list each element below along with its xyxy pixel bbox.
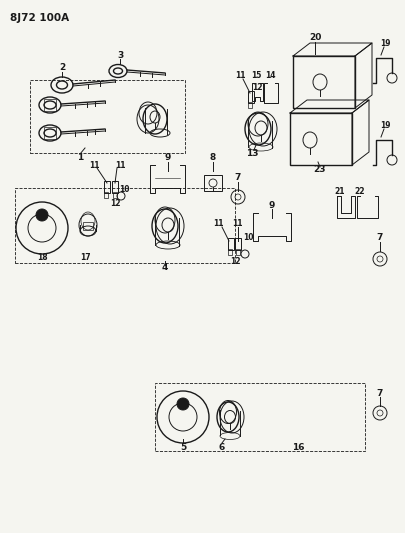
Text: 9: 9 [165,154,171,163]
Text: 7: 7 [377,389,383,398]
Bar [15,188,235,263]
Text: 12: 12 [252,84,262,93]
Text: 8J72 100A: 8J72 100A [10,13,69,23]
Bar [44,127,56,139]
Bar [104,192,108,198]
Text: 9: 9 [269,200,275,209]
Text: 5: 5 [180,442,186,451]
Bar [228,238,234,250]
Text: 16: 16 [292,442,304,451]
Bar [155,383,365,451]
Bar [228,249,232,255]
Bar [248,91,254,103]
Text: 11: 11 [89,160,99,169]
Text: 12: 12 [230,256,240,265]
Bar [30,80,185,153]
Bar [204,175,222,191]
Text: 10: 10 [243,232,253,241]
Text: 7: 7 [235,174,241,182]
Text: 1: 1 [77,154,83,163]
Text: 21: 21 [335,187,345,196]
Text: 11: 11 [235,70,245,79]
Text: 19: 19 [380,38,390,47]
Text: 13: 13 [246,149,258,157]
Text: 19: 19 [380,120,390,130]
Text: 20: 20 [309,34,321,43]
Text: 8: 8 [210,154,216,163]
Bar [113,192,117,198]
Circle shape [36,209,48,221]
Text: 17: 17 [80,254,90,262]
Text: 11: 11 [213,219,223,228]
Bar [248,102,252,108]
Text: 11: 11 [115,160,125,169]
Bar [44,99,56,111]
Bar [104,181,110,193]
Text: 10: 10 [119,184,129,193]
Text: 3: 3 [117,51,123,60]
Text: 11: 11 [232,219,242,228]
Text: 22: 22 [355,187,365,196]
Text: 12: 12 [110,198,120,207]
Text: 18: 18 [37,254,47,262]
Bar [83,222,93,230]
Text: 6: 6 [219,442,225,451]
Text: 7: 7 [377,233,383,243]
Bar [293,56,355,108]
Bar [112,181,118,193]
Bar [235,238,241,250]
Text: 4: 4 [162,263,168,272]
Text: 23: 23 [314,166,326,174]
Bar [236,249,240,255]
Circle shape [177,398,189,410]
Text: 15: 15 [251,70,261,79]
Text: 14: 14 [265,70,275,79]
Bar [290,113,352,165]
Text: 2: 2 [59,63,65,72]
